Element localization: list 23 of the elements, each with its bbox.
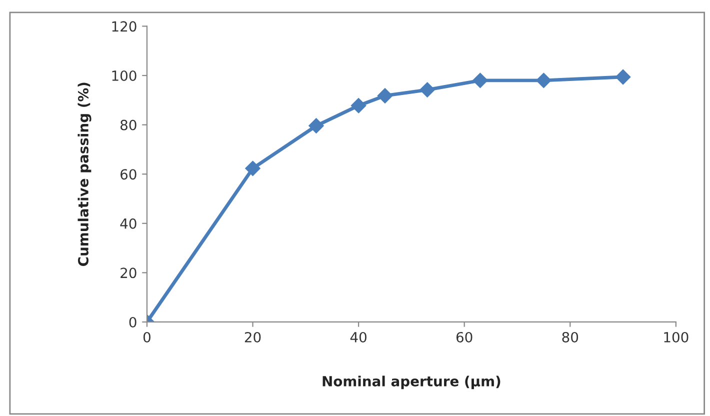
point (615, 69, 631, 85)
x-axis-title: Nominal aperture (µm) (322, 376, 500, 390)
point (350, 98, 366, 114)
x-tick-label: 80 (562, 332, 578, 342)
x-tick-label: 100 (664, 332, 688, 342)
point (472, 72, 488, 88)
y-axis-title: Cumulative passing (%) (78, 82, 92, 266)
point (245, 160, 260, 176)
point (308, 118, 324, 134)
y-tick-label: 80 (120, 120, 136, 130)
point (536, 72, 552, 88)
x-tick-label: 0 (143, 332, 150, 342)
y-tick-label: 20 (120, 268, 136, 278)
y-tick-label: 100 (112, 70, 136, 81)
x-tick-label: 40 (350, 332, 366, 342)
point (377, 88, 393, 104)
x-tick-label: 20 (244, 332, 261, 342)
y-tick-label: 120 (112, 21, 136, 32)
y-tick-label: 40 (120, 218, 136, 229)
y-tick-label: 0 (129, 316, 136, 328)
y-tick-label: 60 (120, 169, 136, 180)
x-tick-label: 60 (456, 332, 472, 342)
point (420, 82, 435, 98)
